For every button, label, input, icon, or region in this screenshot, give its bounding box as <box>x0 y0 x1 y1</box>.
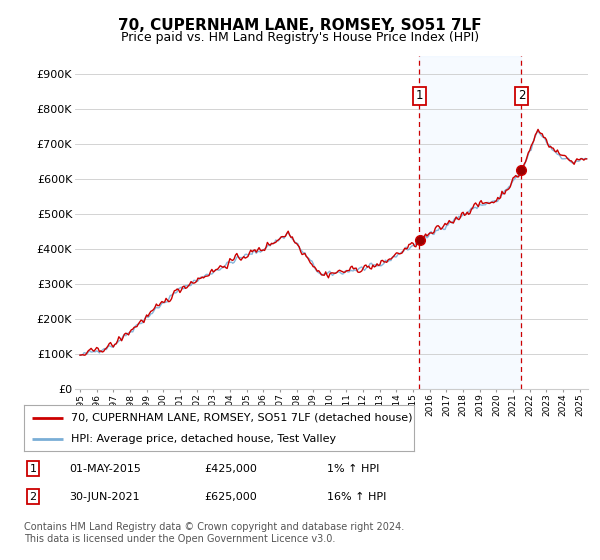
Text: £625,000: £625,000 <box>204 492 257 502</box>
Text: 2: 2 <box>29 492 37 502</box>
Text: 01-MAY-2015: 01-MAY-2015 <box>69 464 141 474</box>
Text: 1% ↑ HPI: 1% ↑ HPI <box>327 464 379 474</box>
Text: 70, CUPERNHAM LANE, ROMSEY, SO51 7LF: 70, CUPERNHAM LANE, ROMSEY, SO51 7LF <box>118 18 482 33</box>
Bar <box>419 56 521 389</box>
Text: 1: 1 <box>416 90 423 102</box>
Text: 16% ↑ HPI: 16% ↑ HPI <box>327 492 386 502</box>
Text: 70, CUPERNHAM LANE, ROMSEY, SO51 7LF (detached house): 70, CUPERNHAM LANE, ROMSEY, SO51 7LF (de… <box>71 413 412 423</box>
Text: Price paid vs. HM Land Registry's House Price Index (HPI): Price paid vs. HM Land Registry's House … <box>121 31 479 44</box>
Text: £425,000: £425,000 <box>204 464 257 474</box>
Text: 1: 1 <box>29 464 37 474</box>
Text: HPI: Average price, detached house, Test Valley: HPI: Average price, detached house, Test… <box>71 434 336 444</box>
Text: 30-JUN-2021: 30-JUN-2021 <box>69 492 140 502</box>
Text: Contains HM Land Registry data © Crown copyright and database right 2024.
This d: Contains HM Land Registry data © Crown c… <box>24 522 404 544</box>
Text: 2: 2 <box>518 90 525 102</box>
